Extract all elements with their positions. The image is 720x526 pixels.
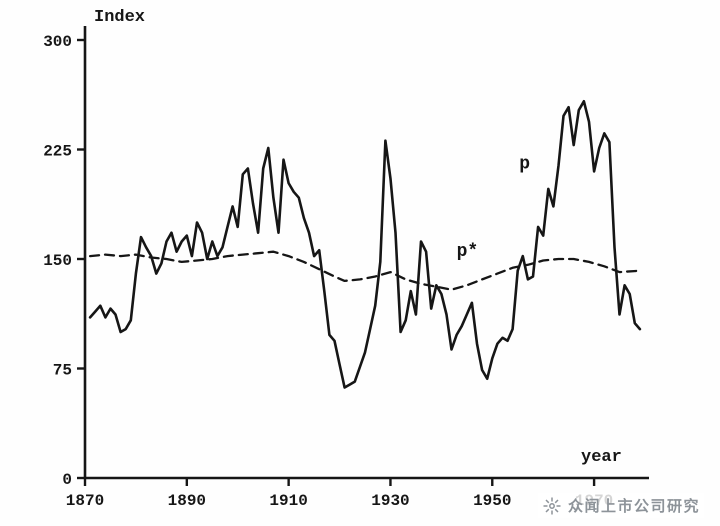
y-tick-label: 300 — [43, 33, 72, 51]
annotation-p: p — [519, 154, 530, 174]
x-tick-label: 1890 — [168, 492, 206, 510]
axes — [83, 26, 649, 480]
y-axis-title: Index — [94, 8, 146, 27]
x-tick-label: 1910 — [269, 492, 307, 510]
x-tick-label: 1950 — [473, 492, 511, 510]
series-p-star — [88, 250, 642, 291]
x-tick-label: 1870 — [66, 492, 104, 510]
starburst-logo-icon — [542, 496, 562, 516]
x-axis-title: year — [581, 448, 622, 467]
y-tick-label: 0 — [62, 471, 72, 489]
watermark: 众闻上市公司研究 — [537, 493, 704, 518]
x-tick-label: 1930 — [371, 492, 409, 510]
watermark-text: 众闻上市公司研究 — [567, 499, 700, 516]
y-tick-label: 225 — [43, 143, 72, 161]
y-tick-label: 75 — [53, 362, 72, 380]
y-tick-label: 150 — [43, 252, 72, 270]
annotation-p-star: p* — [457, 242, 479, 262]
series-p — [88, 100, 642, 389]
